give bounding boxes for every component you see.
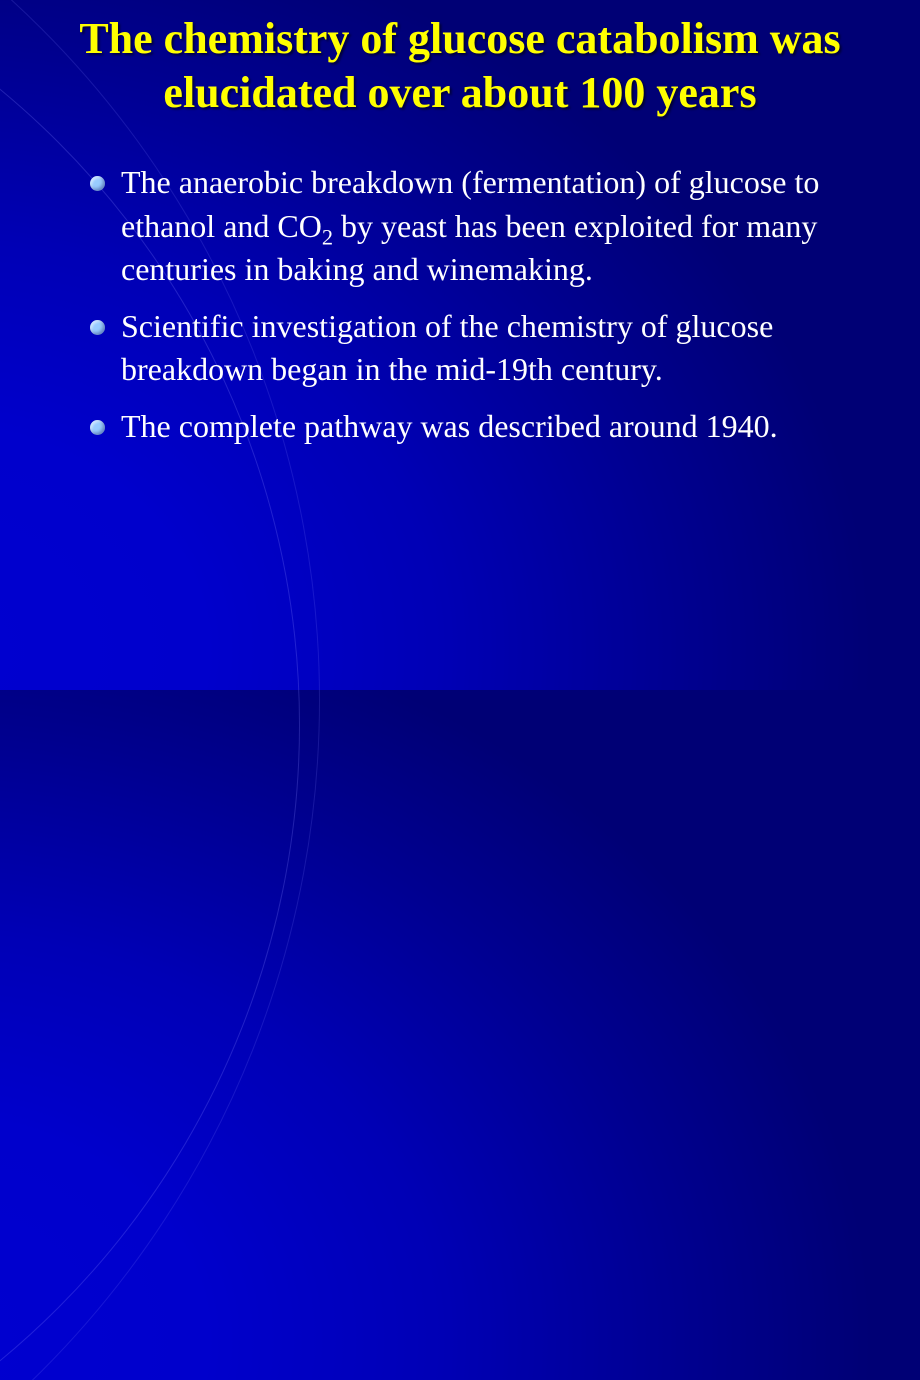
slide-title: The chemistry of glucose catabolism was … xyxy=(20,0,900,119)
list-item: The anaerobic breakdown (fermentation) o… xyxy=(90,161,860,291)
list-item: The complete pathway was described aroun… xyxy=(90,405,860,448)
bullet-text: The anaerobic breakdown (fermentation) o… xyxy=(121,161,860,291)
bullet-icon xyxy=(90,420,105,435)
bullet-icon xyxy=(90,176,105,191)
bullet-icon xyxy=(90,320,105,335)
list-item: Scientific investigation of the chemistr… xyxy=(90,305,860,391)
slide-body: The anaerobic breakdown (fermentation) o… xyxy=(20,119,900,448)
bullet-text: Scientific investigation of the chemistr… xyxy=(121,305,860,391)
bullet-text: The complete pathway was described aroun… xyxy=(121,405,778,448)
slide-container: The chemistry of glucose catabolism was … xyxy=(0,0,920,690)
bullet-sub: 2 xyxy=(322,224,333,249)
